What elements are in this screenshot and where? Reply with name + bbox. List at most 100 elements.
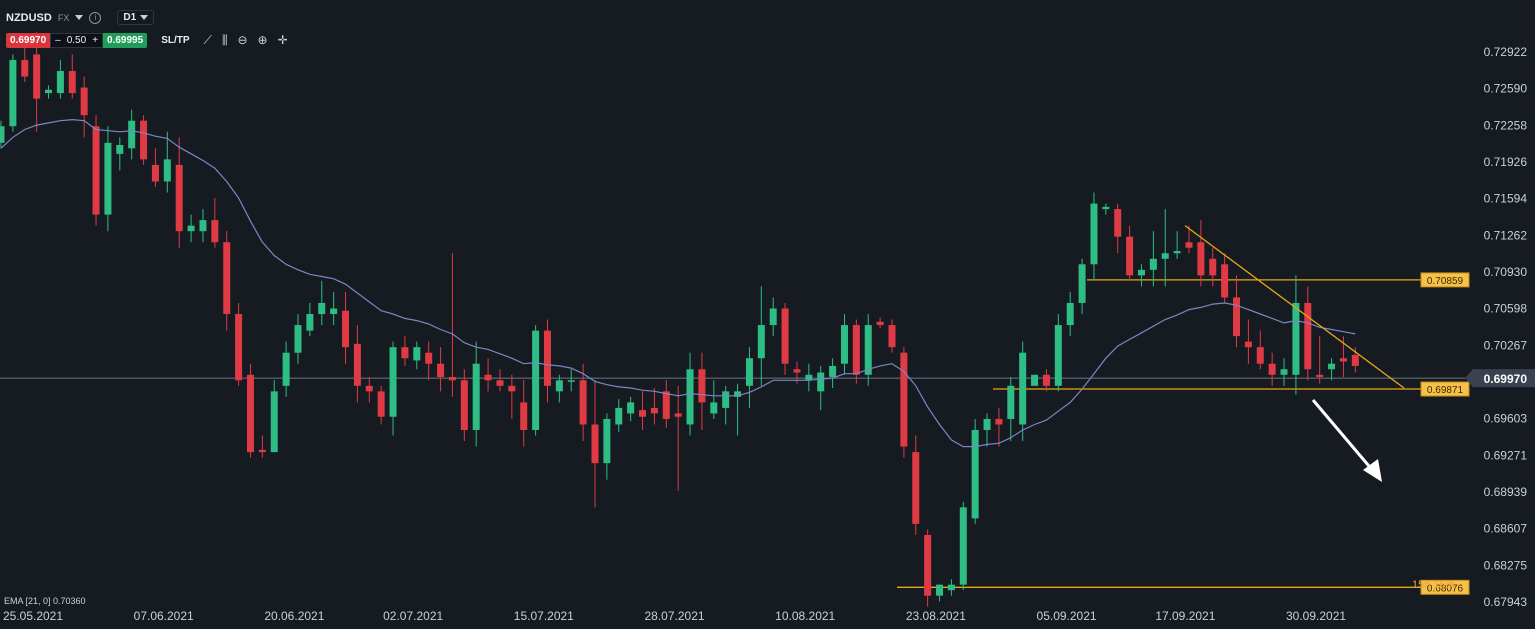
bear-candle (995, 418, 1003, 425)
forecast-arrow (1311, 399, 1376, 473)
y-tick-label: 0.68607 (1484, 522, 1528, 536)
bull-candle (1078, 264, 1086, 303)
candle-timer: 15h 16m (1412, 579, 1455, 591)
bear-candle (484, 374, 492, 381)
bear-candle (1042, 374, 1050, 386)
bull-candle (1090, 203, 1098, 265)
bear-candle (1209, 258, 1217, 276)
bear-candle (674, 413, 682, 417)
bear-candle (1126, 236, 1134, 276)
bull-candle (686, 369, 694, 425)
quantity-value[interactable]: 0.50 (66, 35, 87, 46)
y-tick-label: 0.68939 (1484, 485, 1528, 499)
bear-candle (353, 343, 361, 386)
bear-candle (80, 87, 88, 116)
x-tick-label: 28.07.2021 (644, 609, 704, 623)
x-tick-label: 23.08.2021 (906, 609, 966, 623)
current-price-badge (1465, 369, 1535, 388)
bull-candle (864, 325, 872, 375)
ema-line (0, 118, 1356, 448)
timeframe-select[interactable]: D1 (117, 10, 155, 25)
x-tick-label: 07.06.2021 (134, 609, 194, 623)
y-tick-label: 0.72922 (1484, 45, 1528, 59)
level-price-label: 0.69871 (1427, 385, 1464, 396)
candlestick-icon[interactable]: ⫼ (221, 33, 228, 47)
bear-candle (365, 385, 373, 392)
bear-candle (912, 452, 920, 524)
bear-candle (876, 321, 884, 326)
bear-candle (888, 325, 896, 348)
bull-candle (745, 358, 753, 386)
sltp-button[interactable]: SL/TP (161, 35, 190, 46)
bear-candle (258, 449, 266, 453)
y-tick-label: 0.70267 (1484, 338, 1528, 352)
bull-candle (734, 391, 742, 397)
bear-candle (223, 242, 231, 315)
chart-toolbar: NZDUSD FX i D1 (6, 10, 155, 25)
bear-candle (377, 391, 385, 417)
symbol-label[interactable]: NZDUSD (6, 11, 52, 24)
bear-candle (448, 376, 456, 381)
bear-candle (1268, 363, 1276, 375)
bear-candle (852, 325, 860, 375)
sell-price-button[interactable]: 0.69970 (6, 33, 51, 48)
bull-candle (769, 308, 777, 326)
trade-panel: 0.69970 – 0.50 + 0.69995 SL/TP ⟋ ⫼ ⊖ ⊕ ✛ (6, 33, 288, 48)
bear-candle (140, 120, 148, 160)
buy-price-button[interactable]: 0.69995 (103, 33, 148, 48)
bear-candle (520, 402, 528, 431)
x-tick-label: 30.09.2021 (1286, 609, 1346, 623)
current-price-label: 0.69970 (1484, 372, 1528, 386)
bear-candle (591, 424, 599, 464)
y-tick-label: 0.71594 (1484, 192, 1528, 206)
y-tick-label: 0.68275 (1484, 558, 1528, 572)
bear-candle (1256, 347, 1264, 364)
crosshair-icon[interactable]: ✛ (277, 33, 288, 47)
y-tick-label: 0.71926 (1484, 155, 1528, 169)
bear-candle (437, 363, 445, 377)
symbol-dropdown-icon[interactable] (75, 15, 84, 20)
bull-candle (1007, 385, 1015, 419)
y-tick-label: 0.71262 (1484, 228, 1528, 242)
y-tick-label: 0.69271 (1484, 448, 1528, 462)
timeframe-value: D1 (123, 12, 137, 23)
bull-candle (389, 347, 397, 417)
bear-candle (425, 352, 433, 364)
zoom-out-icon[interactable]: ⊖ (237, 33, 248, 47)
bull-candle (627, 402, 635, 414)
bear-candle (1351, 354, 1359, 366)
level-price-badge (1420, 381, 1470, 397)
bear-candle (900, 352, 908, 447)
increase-button[interactable]: + (92, 35, 99, 46)
bear-candle (1221, 264, 1229, 298)
bear-candle (543, 330, 551, 386)
x-tick-label: 17.09.2021 (1155, 609, 1215, 623)
decrease-button[interactable]: – (55, 35, 61, 46)
bear-candle (92, 126, 100, 215)
quantity-stepper[interactable]: – 0.50 + (50, 33, 104, 48)
bull-candle (532, 330, 540, 431)
bear-candle (235, 314, 243, 381)
bear-candle (650, 407, 658, 414)
chevron-down-icon (140, 15, 149, 20)
bull-candle (983, 418, 991, 431)
line-chart-icon[interactable]: ⟋ (203, 33, 212, 47)
bull-candle (1066, 302, 1074, 326)
bear-candle (151, 164, 159, 182)
x-tick-label: 25.05.2021 (3, 609, 63, 623)
market-label: FX (57, 12, 70, 23)
bull-candle (0, 126, 5, 143)
bear-candle (639, 410, 647, 417)
bear-candle (698, 369, 706, 403)
bear-candle (1185, 242, 1193, 248)
bear-candle (1114, 209, 1122, 237)
info-icon[interactable]: i (89, 11, 102, 24)
indicator-legend[interactable]: EMA [21, 0] 0.70360 (4, 596, 86, 606)
bull-candle (829, 365, 837, 377)
zoom-in-icon[interactable]: ⊕ (257, 33, 268, 47)
bull-candle (1054, 325, 1062, 386)
bull-candle (615, 407, 623, 425)
y-tick-label: 0.70930 (1484, 265, 1528, 279)
bull-candle (270, 391, 278, 453)
